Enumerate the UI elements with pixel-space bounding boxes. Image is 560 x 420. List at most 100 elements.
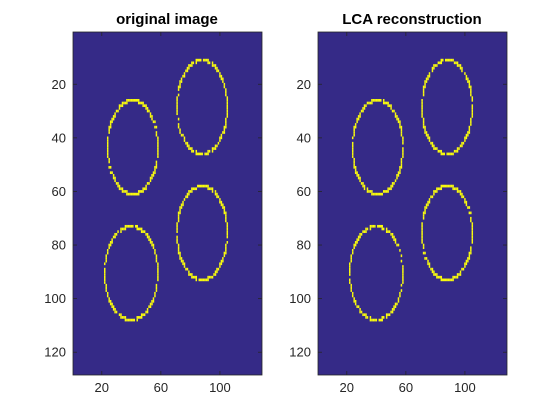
heatmap-cell <box>180 203 183 207</box>
heatmap-cell <box>390 104 392 108</box>
heatmap-cell <box>377 192 379 196</box>
heatmap-cell <box>189 147 192 150</box>
heatmap-cell <box>468 80 471 83</box>
heatmap-cell <box>225 246 227 250</box>
heatmap-cell <box>402 149 404 153</box>
heatmap-cell <box>471 238 474 242</box>
heatmap-cell <box>402 152 404 156</box>
heatmap-cell <box>142 230 144 233</box>
heatmap-cell <box>152 171 155 175</box>
heatmap-cell <box>118 104 121 108</box>
heatmap-cell <box>126 190 128 193</box>
heatmap-cell <box>223 125 226 129</box>
heatmap-cell <box>104 262 106 266</box>
heatmap-cell <box>388 187 391 191</box>
heatmap-cell <box>185 195 187 199</box>
heatmap-cell <box>136 227 138 231</box>
heatmap-cell <box>195 187 198 191</box>
heatmap-cell <box>388 104 391 108</box>
heatmap-cell <box>402 141 404 145</box>
heatmap-cell <box>453 61 456 65</box>
heatmap-cell <box>211 149 214 153</box>
heatmap-cell <box>452 58 454 62</box>
heatmap-cell <box>111 305 113 309</box>
heatmap-cell <box>157 265 159 268</box>
x-tick-label: 20 <box>95 380 109 395</box>
heatmap-cell <box>129 192 131 196</box>
heatmap-cell <box>372 192 375 196</box>
heatmap-cell <box>129 98 131 102</box>
heatmap-cell <box>399 171 401 175</box>
heatmap-cell <box>155 131 158 134</box>
heatmap-cell <box>452 278 454 282</box>
heatmap-cell <box>433 64 435 67</box>
heatmap-cell <box>207 61 209 65</box>
heatmap-cell <box>433 190 435 193</box>
heatmap-cell <box>220 203 223 207</box>
heatmap-cell <box>353 125 355 129</box>
x-tick-label: 60 <box>399 380 413 395</box>
heatmap-cell <box>149 241 152 244</box>
heatmap-cell <box>142 104 144 108</box>
heatmap-cell <box>152 297 155 300</box>
heatmap-cell <box>154 165 156 169</box>
heatmap-cell <box>177 125 180 129</box>
heatmap-cell <box>421 101 423 105</box>
heatmap-cell <box>351 136 354 140</box>
heatmap-cell <box>384 190 386 193</box>
heatmap-cell <box>188 270 190 274</box>
heatmap-cell <box>428 139 431 142</box>
heatmap-cell <box>112 174 115 177</box>
heatmap-cell <box>149 238 152 242</box>
heatmap-cell <box>402 270 404 274</box>
heatmap-cell <box>146 308 149 311</box>
heatmap-cell <box>449 152 451 156</box>
heatmap-cell <box>357 238 360 242</box>
heatmap-cell <box>458 147 460 150</box>
heatmap-cell <box>186 141 189 145</box>
heatmap-cell <box>148 235 150 239</box>
heatmap-cell <box>114 115 116 118</box>
heatmap-cell <box>211 190 214 193</box>
heatmap-cell <box>470 216 472 220</box>
heatmap-cell <box>462 195 465 199</box>
heatmap-cell <box>467 131 469 134</box>
y-tick-label: 60 <box>52 184 66 199</box>
heatmap-cell <box>471 109 474 113</box>
heatmap-cell <box>155 160 158 164</box>
heatmap-cell <box>199 278 202 282</box>
heatmap-cell <box>210 275 212 279</box>
heatmap-cell <box>470 90 472 94</box>
subplot-original: original image 20 60 100 20 40 60 80 100 120 <box>44 11 263 395</box>
heatmap-cell <box>377 224 379 228</box>
heatmap-cell <box>177 85 180 89</box>
heatmap-cell <box>157 141 159 145</box>
heatmap-cell <box>192 149 195 153</box>
heatmap-cell <box>108 243 110 247</box>
heatmap-cell <box>155 163 158 166</box>
heatmap-cell <box>353 297 355 300</box>
heatmap-cell <box>356 120 358 124</box>
heatmap-cell <box>464 265 466 268</box>
heatmap-cell <box>106 149 109 153</box>
heatmap-marks <box>104 58 229 322</box>
heatmap-cell <box>440 152 443 156</box>
heatmap-cell <box>359 308 361 311</box>
heatmap-cell <box>427 259 429 263</box>
heatmap-cell <box>369 190 372 193</box>
heatmap-cell <box>136 318 138 322</box>
heatmap-cell <box>195 275 198 279</box>
heatmap-cell <box>142 190 144 193</box>
heatmap-cell <box>393 109 395 113</box>
heatmap-cell <box>179 128 181 132</box>
heatmap-cell <box>455 187 457 191</box>
heatmap-cell <box>385 313 388 317</box>
heatmap-cell <box>214 66 217 70</box>
heatmap-cell <box>428 262 431 266</box>
heatmap-cell <box>198 152 200 156</box>
heatmap-cell <box>450 152 453 156</box>
heatmap-cell <box>219 262 221 266</box>
heatmap-cell <box>459 273 462 276</box>
heatmap-cell <box>431 270 434 274</box>
heatmap-cell <box>216 66 218 70</box>
